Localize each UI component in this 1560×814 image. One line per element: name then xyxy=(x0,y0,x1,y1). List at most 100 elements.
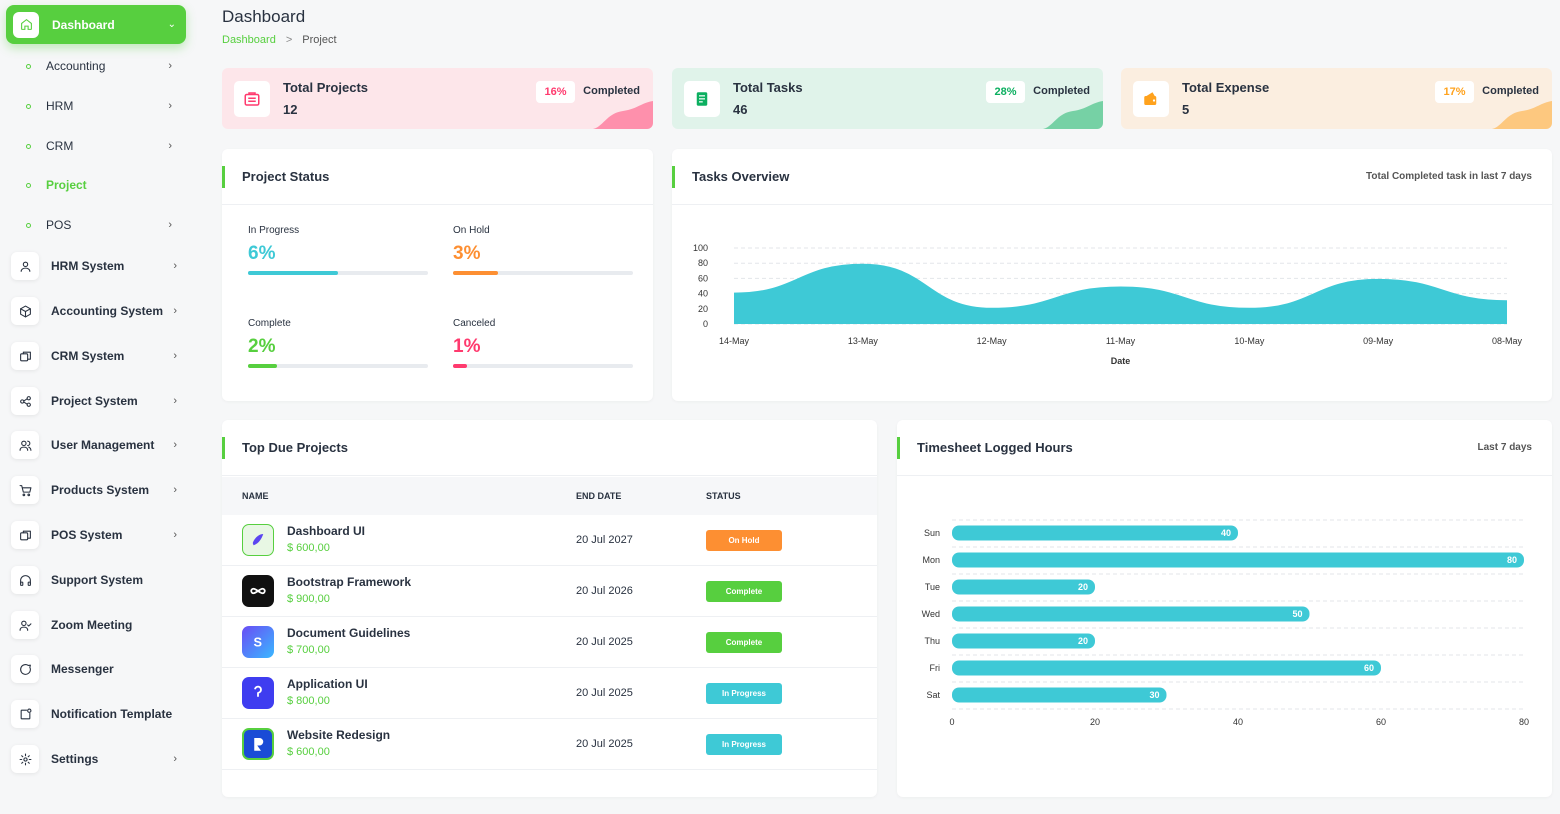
x-tick-label: 40 xyxy=(1233,717,1243,727)
bar-value-label: 20 xyxy=(1078,582,1088,592)
sidebar-item-label: HRM System xyxy=(51,259,125,273)
sidebar-item-accounting-system[interactable]: Accounting System › xyxy=(11,296,181,326)
x-tick-label: 10-May xyxy=(1234,336,1265,346)
sidebar-subitem-pos[interactable]: POS › xyxy=(26,215,176,235)
accent-bar xyxy=(897,437,900,459)
project-end-date: 20 Jul 2025 xyxy=(576,738,633,750)
sidebar-subitem-crm[interactable]: CRM › xyxy=(26,136,176,156)
sidebar-item-project-system[interactable]: Project System › xyxy=(11,386,181,416)
accent-bar xyxy=(672,166,675,188)
sidebar-item-user-management[interactable]: User Management › xyxy=(11,430,181,460)
project-name: Bootstrap Framework xyxy=(287,575,412,589)
timesheet-card: Timesheet Logged Hours Last 7 days 40 Sun… xyxy=(897,420,1552,797)
project-status-card: Project Status In Progress 6% On Hold 3% Com… xyxy=(222,149,653,401)
bar xyxy=(952,660,1381,676)
stat-title: Total Projects xyxy=(283,80,369,95)
sidebar-subitem-accounting[interactable]: Accounting › xyxy=(26,56,176,76)
stat-card-total-tasks[interactable]: Total Tasks 46 28% Completed xyxy=(672,68,1103,129)
chevron-right-icon: › xyxy=(168,60,172,72)
dashboard-ui-logo-icon xyxy=(242,524,274,556)
sidebar-item-settings[interactable]: Settings › xyxy=(11,744,181,774)
project-price: $ 600,00 xyxy=(287,746,330,758)
bar xyxy=(952,606,1310,622)
sidebar-item-label: Messenger xyxy=(51,662,114,676)
users-icon xyxy=(11,431,39,459)
status-badge: Complete xyxy=(706,581,782,602)
chevron-right-icon: › xyxy=(173,753,177,765)
bullet-icon xyxy=(26,103,31,109)
sidebar-item-label: Accounting xyxy=(46,59,106,73)
breadcrumb: Dashboard > Project xyxy=(222,34,337,46)
stat-card-total-projects[interactable]: Total Projects 12 16% Completed xyxy=(222,68,653,129)
table-row[interactable]: S Document Guidelines $ 700,00 20 Jul 2025 C… xyxy=(222,617,877,668)
card-title: Project Status xyxy=(242,169,330,184)
sidebar-item-products-system[interactable]: Products System › xyxy=(11,475,181,505)
wallet-icon xyxy=(1133,81,1169,117)
sidebar-item-pos-system[interactable]: POS System › xyxy=(11,520,181,550)
sidebar-item-label: User Management xyxy=(51,438,155,452)
sidebar-item-label: CRM xyxy=(46,139,74,153)
stat-title: Total Tasks xyxy=(733,80,803,95)
y-category-label: Fri xyxy=(930,663,941,673)
document-logo-icon: S xyxy=(242,626,274,658)
sidebar-item-zoom-meeting[interactable]: Zoom Meeting xyxy=(11,610,181,640)
stat-card-total-expense[interactable]: Total Expense 5 17% Completed xyxy=(1121,68,1552,129)
bar-value-label: 20 xyxy=(1078,636,1088,646)
bar xyxy=(952,579,1095,595)
y-category-label: Tue xyxy=(925,582,940,592)
project-status-in-progress: In Progress 6% xyxy=(248,225,428,275)
table-row[interactable]: Bootstrap Framework $ 900,00 20 Jul 2026 Co… xyxy=(222,566,877,617)
sidebar-item-label: Notification Template xyxy=(51,707,173,721)
bar-value-label: 40 xyxy=(1221,528,1231,538)
table-row[interactable]: Website Redesign $ 600,00 20 Jul 2025 In Pr… xyxy=(222,719,877,770)
sidebar-item-label: HRM xyxy=(46,99,74,113)
sidebar-item-messenger[interactable]: Messenger xyxy=(11,654,181,684)
bullet-icon xyxy=(26,143,31,149)
sidebar-item-dashboard[interactable]: Dashboard ⌄ xyxy=(6,5,186,44)
sidebar-item-notification-template[interactable]: Notification Template xyxy=(11,699,181,729)
sidebar-item-label: CRM System xyxy=(51,349,125,363)
cart-icon xyxy=(11,476,39,504)
chevron-right-icon: › xyxy=(173,484,177,496)
x-tick-label: 08-May xyxy=(1492,336,1523,346)
bullet-icon xyxy=(26,182,31,188)
sidebar-item-support-system[interactable]: Support System xyxy=(11,565,181,595)
card-header: Project Status xyxy=(222,149,653,205)
project-status-canceled: Canceled 1% xyxy=(453,318,633,368)
y-category-label: Mon xyxy=(922,555,940,565)
progress-track xyxy=(453,271,633,275)
sidebar-item-label: Settings xyxy=(51,752,99,766)
progress-track xyxy=(248,271,428,275)
x-tick-label: 80 xyxy=(1519,717,1529,727)
table-header: NAME END DATE STATUS xyxy=(222,477,877,515)
sidebar-item-hrm-system[interactable]: HRM System › xyxy=(11,251,181,281)
chevron-right-icon: › xyxy=(168,219,172,231)
notification-icon xyxy=(11,700,39,728)
stat-value: 5 xyxy=(1182,102,1190,117)
project-status-complete: Complete 2% xyxy=(248,318,428,368)
sidebar-item-crm-system[interactable]: CRM System › xyxy=(11,341,181,371)
breadcrumb-link-dashboard[interactable]: Dashboard xyxy=(222,34,276,46)
chevron-right-icon: › xyxy=(173,305,177,317)
project-end-date: 20 Jul 2025 xyxy=(576,687,633,699)
project-price: $ 900,00 xyxy=(287,593,330,605)
table-row[interactable]: Application UI $ 800,00 20 Jul 2025 In Prog… xyxy=(222,668,877,719)
table-row[interactable]: Dashboard UI $ 600,00 20 Jul 2027 On Hold xyxy=(222,515,877,566)
status-badge: In Progress xyxy=(706,683,782,704)
bullet-icon xyxy=(26,222,31,228)
stat-status: Completed xyxy=(1033,85,1090,97)
top-due-projects-card: Top Due Projects NAME END DATE STATUS Da… xyxy=(222,420,877,797)
card-subtitle: Last 7 days xyxy=(1477,442,1532,453)
sidebar: Dashboard ⌄ Accounting › HRM › CRM › Project PO… xyxy=(0,0,196,814)
status-value: 6% xyxy=(248,243,276,264)
sidebar-subitem-hrm[interactable]: HRM › xyxy=(26,96,176,116)
area-series-line xyxy=(733,263,1508,310)
progress-fill xyxy=(248,271,338,275)
sidebar-subitem-project[interactable]: Project xyxy=(26,175,176,195)
chevron-right-icon: › xyxy=(173,529,177,541)
accent-bar xyxy=(222,166,225,188)
sidebar-item-label: Project xyxy=(46,178,87,192)
column-header-status: STATUS xyxy=(706,491,741,501)
sidebar-item-label: Zoom Meeting xyxy=(51,618,133,632)
sidebar-item-label: POS System xyxy=(51,528,123,542)
